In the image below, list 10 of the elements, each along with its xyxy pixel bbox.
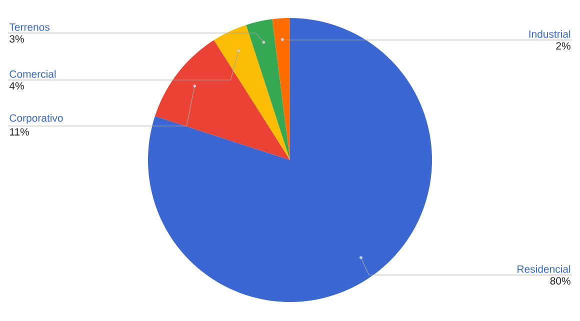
data-label: 3% bbox=[10, 35, 24, 43]
slice-label: Residencial bbox=[518, 265, 570, 273]
data-label: 2% bbox=[556, 42, 570, 50]
data-label: 80% bbox=[550, 277, 570, 285]
data-label: 11% bbox=[10, 128, 29, 136]
slice-label: Terrenos bbox=[9, 24, 50, 31]
slice-label: Comercial bbox=[10, 70, 56, 78]
slice-label: Industrial bbox=[529, 30, 570, 38]
data-label: 4% bbox=[9, 82, 24, 90]
slice-label: Corporativo bbox=[10, 114, 63, 124]
